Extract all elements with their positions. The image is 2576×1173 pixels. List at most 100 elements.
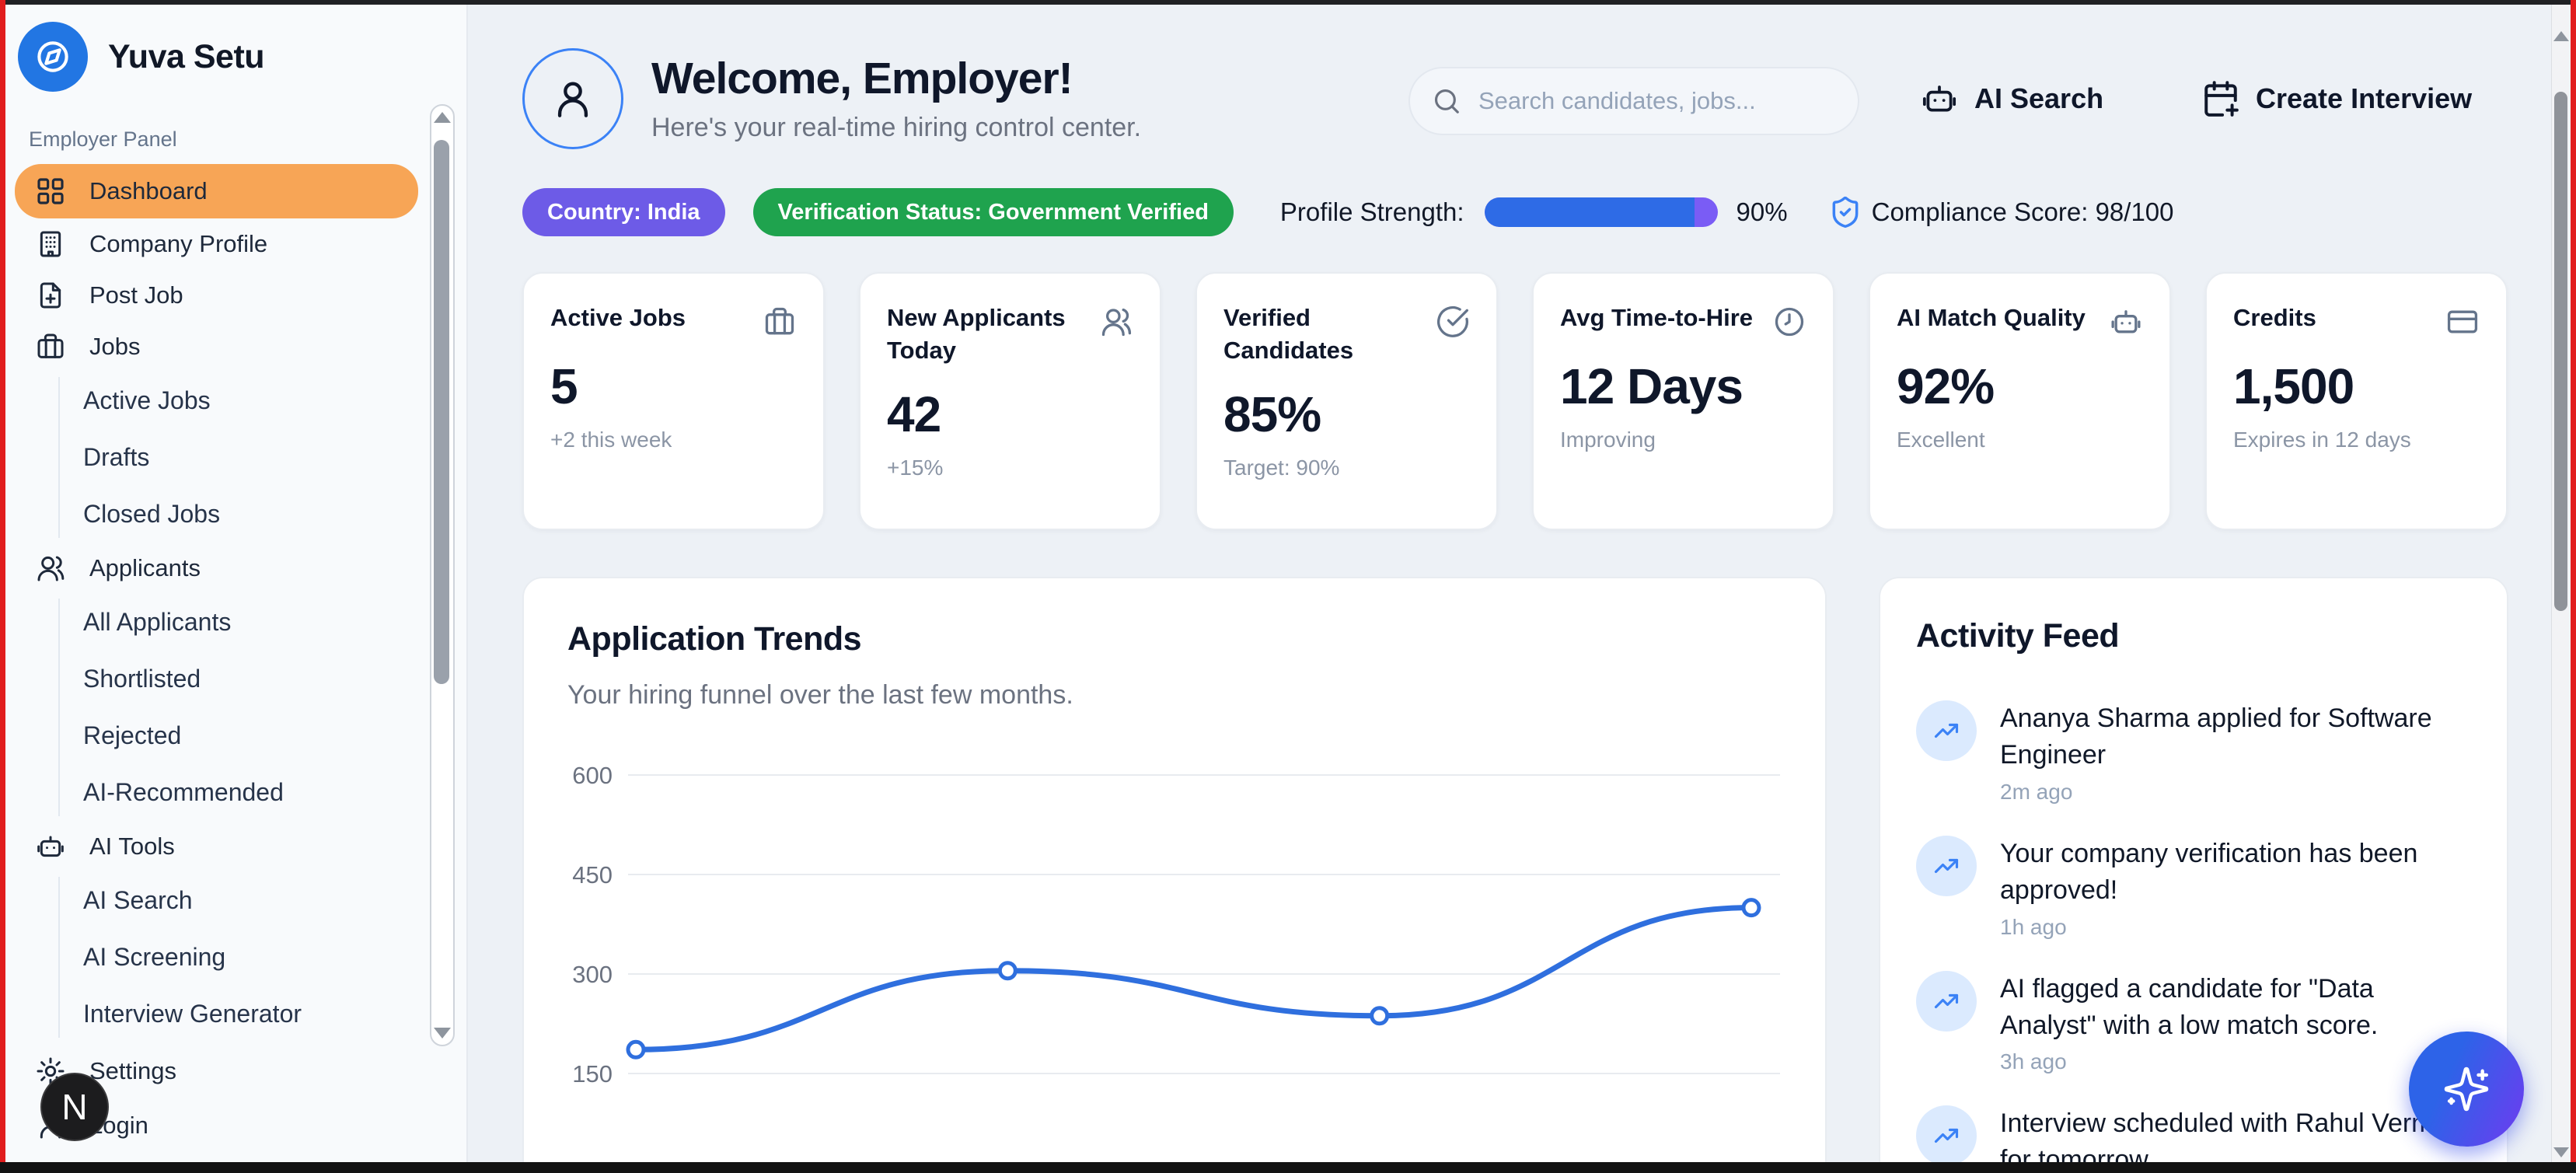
sidebar-item-jobs[interactable]: Jobs [15, 321, 418, 372]
layout-grid-icon [35, 176, 66, 207]
ai-assistant-fab[interactable] [2409, 1032, 2524, 1147]
profile-strength-value: 90% [1736, 197, 1788, 226]
users-icon [1099, 305, 1133, 339]
file-plus-icon [35, 280, 66, 311]
page-subtitle: Here's your real-time hiring control cen… [651, 112, 1142, 142]
ai-search-button[interactable]: AI Search [1920, 79, 2103, 118]
search-icon [1432, 86, 1461, 116]
welcome-header: Welcome, Employer! Here's your real-time… [522, 48, 1141, 149]
sidebar-item-applicants[interactable]: Applicants [15, 543, 418, 594]
sidebar-scrollbar-thumb[interactable] [434, 140, 449, 684]
window-frame-right [2571, 0, 2576, 1173]
sidebar-item-post-job[interactable]: Post Job [15, 270, 418, 321]
stat-card-active-jobs: Active Jobs 5 +2 this week [522, 272, 825, 530]
ai-tools-subgroup: AI Search AI Screening Interview Generat… [15, 872, 418, 1042]
svg-text:300: 300 [572, 961, 613, 988]
application-trends-card: Application Trends Your hiring funnel ov… [522, 577, 1827, 1173]
sidebar-item-company-profile[interactable]: Company Profile [15, 218, 418, 270]
main-content: Welcome, Employer! Here's your real-time… [469, 5, 2553, 1173]
sidebar-item-ai-tools[interactable]: AI Tools [15, 821, 418, 872]
building-icon [35, 229, 66, 260]
activity-item: AI flagged a candidate for "Data Analyst… [1916, 970, 2471, 1075]
trending-up-icon [1916, 1105, 1977, 1167]
create-interview-button[interactable]: Create Interview [2201, 79, 2472, 118]
panel-label: Employer Panel [29, 127, 177, 151]
app-title: Yuva Setu [108, 37, 265, 75]
stat-card-ai-match-quality: AI Match Quality 92% Excellent [1869, 272, 2171, 530]
briefcase-icon [763, 305, 797, 339]
sparkles-icon [2442, 1065, 2490, 1113]
activity-item: Ananya Sharma applied for Software Engin… [1916, 700, 2471, 805]
application-trends-chart: 0150300450600 [572, 762, 1780, 1173]
stats-row: Active Jobs 5 +2 this week New Applicant… [522, 272, 2508, 530]
sidebar-item-closed-jobs[interactable]: Closed Jobs [83, 500, 221, 528]
country-badge: Country: India [522, 188, 725, 236]
applicants-subgroup: All Applicants Shortlisted Rejected AI-R… [15, 594, 418, 821]
scroll-up-arrow[interactable] [2553, 31, 2569, 41]
scroll-down-arrow[interactable] [434, 1028, 451, 1039]
sidebar-scrollbar[interactable] [430, 104, 455, 1046]
svg-text:150: 150 [572, 1060, 613, 1087]
stat-card-time-to-hire: Avg Time-to-Hire 12 Days Improving [1532, 272, 1834, 530]
users-icon [35, 553, 66, 584]
profile-strength-fill [1484, 197, 1695, 227]
window-frame-top [0, 0, 2576, 5]
sidebar-item-all-applicants[interactable]: All Applicants [83, 608, 232, 636]
bot-icon [1920, 79, 1959, 118]
sidebar-item-drafts[interactable]: Drafts [83, 443, 150, 471]
stat-card-verified-candidates: Verified Candidates 85% Target: 90% [1196, 272, 1498, 530]
chart-title: Application Trends [567, 620, 862, 658]
verification-badge: Verification Status: Government Verified [752, 188, 1234, 236]
sidebar-item-interview-generator[interactable]: Interview Generator [83, 1000, 302, 1028]
sidebar-item-shortlisted[interactable]: Shortlisted [83, 665, 201, 693]
clock-icon [1772, 305, 1806, 339]
sidebar-item-ai-screening[interactable]: AI Screening [83, 943, 226, 971]
scroll-up-arrow[interactable] [434, 112, 451, 123]
sidebar-item-settings[interactable]: Settings [15, 1044, 418, 1098]
sidebar-item-active-jobs[interactable]: Active Jobs [83, 386, 211, 414]
profile-strength-label: Profile Strength: [1279, 197, 1464, 226]
svg-text:600: 600 [572, 762, 613, 789]
profile-strength-bar [1484, 197, 1718, 227]
activity-item: Your company verification has been appro… [1916, 835, 2471, 940]
compliance-score: Compliance Score: 98/100 [1871, 197, 2174, 226]
shield-check-icon [1828, 195, 1862, 229]
compass-logo-icon [18, 22, 88, 92]
sidebar-item-dashboard[interactable]: Dashboard [15, 164, 418, 218]
scroll-down-arrow[interactable] [2553, 1147, 2569, 1157]
page-scrollbar[interactable] [2551, 5, 2571, 1162]
sidebar-nav: Dashboard Company Profile Post Job Jobs … [15, 164, 418, 1042]
trending-up-icon [1916, 700, 1977, 761]
sidebar-item-ai-search[interactable]: AI Search [83, 886, 193, 914]
stat-card-new-applicants: New Applicants Today 42 +15% [859, 272, 1161, 530]
activity-feed-card: Activity Feed Ananya Sharma applied for … [1879, 577, 2508, 1173]
activity-feed-list: Ananya Sharma applied for Software Engin… [1916, 700, 2471, 1173]
app-brand: Yuva Setu [5, 5, 466, 92]
activity-item: Interview scheduled with Rahul Verma for… [1916, 1105, 2471, 1173]
page-title: Welcome, Employer! [651, 54, 1073, 104]
credit-card-icon [2445, 305, 2480, 339]
trending-up-icon [1916, 835, 1977, 896]
window-frame-left [0, 0, 5, 1173]
chart-subtitle: Your hiring funnel over the last few mon… [567, 680, 1073, 710]
search-bar [1408, 67, 1859, 135]
stat-card-credits: Credits 1,500 Expires in 12 days [2205, 272, 2508, 530]
search-input[interactable] [1477, 86, 1836, 116]
bot-icon [35, 831, 66, 862]
page-scrollbar-thumb[interactable] [2554, 92, 2567, 611]
briefcase-icon [35, 331, 66, 362]
nextjs-dev-badge[interactable]: N [40, 1073, 109, 1141]
sidebar: Yuva Setu Employer Panel Dashboard Compa… [5, 5, 468, 1162]
sidebar-item-ai-recommended[interactable]: AI-Recommended [83, 778, 284, 806]
employer-avatar [522, 48, 623, 149]
status-row: Country: India Verification Status: Gove… [522, 188, 2174, 236]
activity-feed-title: Activity Feed [1916, 617, 2120, 655]
circle-check-icon [1436, 305, 1470, 339]
sidebar-item-rejected[interactable]: Rejected [83, 721, 182, 749]
trending-up-icon [1916, 970, 1977, 1032]
bot-icon [2109, 305, 2143, 339]
calendar-plus-icon [2201, 79, 2240, 118]
jobs-subgroup: Active Jobs Drafts Closed Jobs [15, 372, 418, 543]
window-frame-bottom [0, 1162, 2576, 1173]
